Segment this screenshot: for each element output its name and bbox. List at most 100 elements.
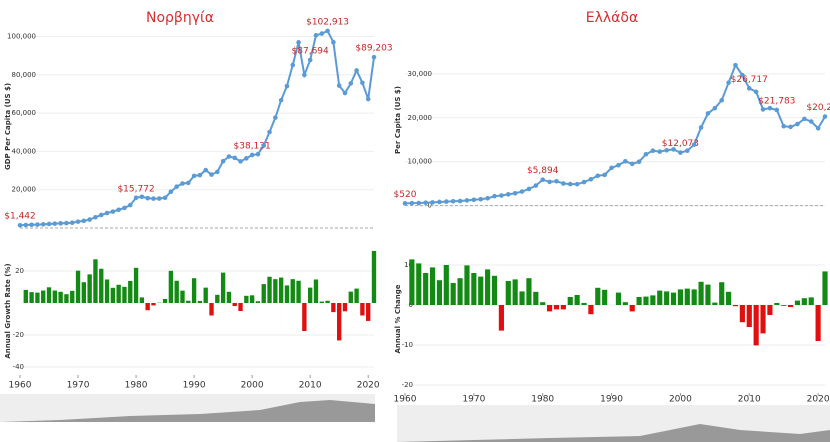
- bar: [429, 267, 436, 305]
- bar: [574, 295, 580, 305]
- bar: [519, 291, 525, 305]
- point: [684, 148, 690, 154]
- point: [267, 129, 272, 135]
- bar: [801, 298, 807, 305]
- point: [342, 90, 348, 96]
- point: [348, 81, 354, 86]
- bar: [278, 277, 284, 303]
- bar: [794, 300, 801, 305]
- bar: [180, 290, 185, 303]
- value-label: $38,131: [234, 141, 271, 151]
- point: [402, 201, 408, 206]
- point: [226, 154, 232, 159]
- point: [98, 212, 104, 218]
- bar: [491, 275, 498, 305]
- point: [325, 28, 330, 34]
- bar: [35, 292, 40, 303]
- point: [307, 57, 313, 63]
- y-tick-label: 10,000: [408, 158, 433, 166]
- bar: [760, 305, 766, 334]
- point: [110, 209, 116, 214]
- point: [705, 111, 711, 116]
- bar: [670, 292, 677, 305]
- bar: [220, 272, 226, 303]
- point: [457, 198, 463, 204]
- chart-title: Νορβηγία: [146, 10, 214, 26]
- point: [547, 179, 552, 185]
- bar: [273, 279, 278, 303]
- bar: [215, 294, 220, 303]
- point: [409, 200, 415, 206]
- bar: [547, 305, 553, 312]
- point: [197, 172, 203, 178]
- bar: [746, 305, 752, 327]
- point: [104, 210, 110, 216]
- bar: [81, 282, 87, 303]
- point: [650, 148, 656, 154]
- point: [478, 196, 484, 202]
- x-tick-label: 2000: [241, 381, 264, 391]
- bar: [457, 278, 463, 305]
- point: [595, 173, 601, 179]
- point: [336, 83, 342, 88]
- bar: [58, 291, 63, 303]
- bar: [41, 290, 46, 303]
- point: [180, 181, 185, 186]
- bar: [705, 284, 711, 305]
- value-label: $1,442: [4, 212, 36, 222]
- point: [238, 159, 243, 164]
- bar: [110, 287, 116, 303]
- y-tick-label: 0: [428, 202, 432, 210]
- point: [151, 196, 156, 201]
- y-tick-label: 10: [404, 261, 413, 269]
- point: [23, 222, 29, 228]
- point: [278, 97, 284, 103]
- y-axis-title: GDP Per Capita (US $): [4, 83, 12, 170]
- bar: [267, 276, 272, 303]
- point: [505, 192, 511, 197]
- point: [815, 125, 821, 131]
- bar: [767, 305, 773, 315]
- bar: [87, 274, 92, 303]
- value-label: $89,203: [355, 44, 392, 54]
- value-label: $102,913: [306, 17, 349, 27]
- bar: [526, 278, 532, 305]
- bar: [139, 297, 145, 303]
- point: [296, 40, 301, 45]
- point: [365, 96, 371, 102]
- point: [423, 200, 428, 206]
- point: [93, 214, 98, 220]
- y-tick-label: -20: [402, 381, 413, 389]
- bar: [602, 289, 608, 305]
- bar: [443, 265, 449, 305]
- point: [145, 195, 150, 201]
- point: [698, 125, 704, 130]
- bar: [93, 259, 98, 303]
- value-label: $520: [394, 190, 417, 200]
- bar: [512, 279, 518, 305]
- point: [464, 198, 470, 203]
- bar: [691, 289, 697, 305]
- point: [554, 178, 559, 184]
- point: [354, 68, 359, 73]
- point: [35, 222, 40, 227]
- point: [471, 197, 477, 203]
- y-tick-label: 100,000: [7, 32, 36, 40]
- point: [574, 181, 580, 187]
- bar: [698, 281, 704, 305]
- point: [203, 167, 209, 173]
- point: [319, 31, 325, 36]
- point: [781, 123, 786, 129]
- x-tick-label: 1990: [183, 381, 206, 391]
- point: [168, 189, 174, 195]
- point: [17, 222, 23, 228]
- point: [678, 150, 683, 155]
- bar: [371, 251, 377, 303]
- bar: [360, 303, 365, 316]
- point: [29, 222, 34, 228]
- bar: [203, 287, 208, 303]
- point: [139, 194, 145, 200]
- bar: [145, 303, 150, 311]
- bar: [533, 291, 539, 305]
- point: [40, 222, 46, 227]
